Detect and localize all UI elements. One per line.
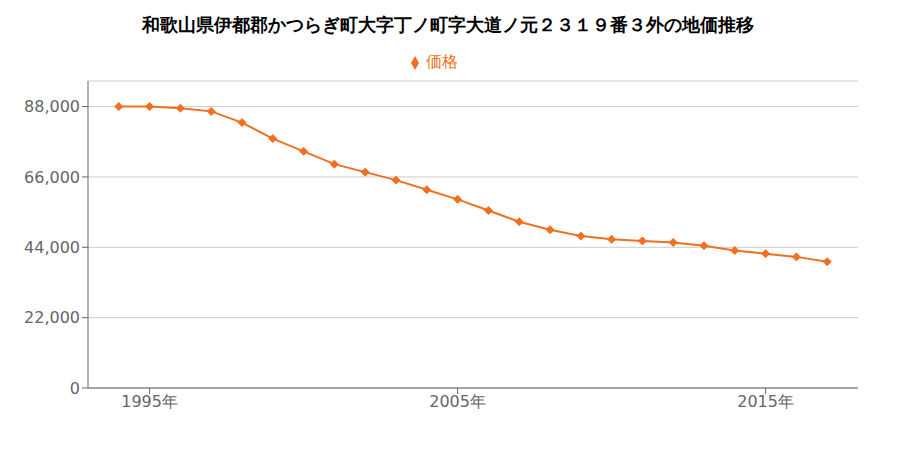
svg-text:2015年: 2015年 [737,392,794,411]
svg-text:66,000: 66,000 [24,168,80,187]
svg-text:44,000: 44,000 [24,238,80,257]
svg-text:0: 0 [70,379,80,398]
svg-text:1995年: 1995年 [121,392,178,411]
html-text:価格: 価格 [426,52,458,71]
svg-text:22,000: 22,000 [24,308,80,327]
html-text:和歌山県伊都郡かつらぎ町大字丁ノ町字大道ノ元２３１９番３外の: 和歌山県伊都郡かつらぎ町大字丁ノ町字大道ノ元２３１９番３外の地価推移 [142,14,754,35]
svg-text:2005年: 2005年 [429,392,486,411]
svg-text:88,000: 88,000 [24,97,80,116]
